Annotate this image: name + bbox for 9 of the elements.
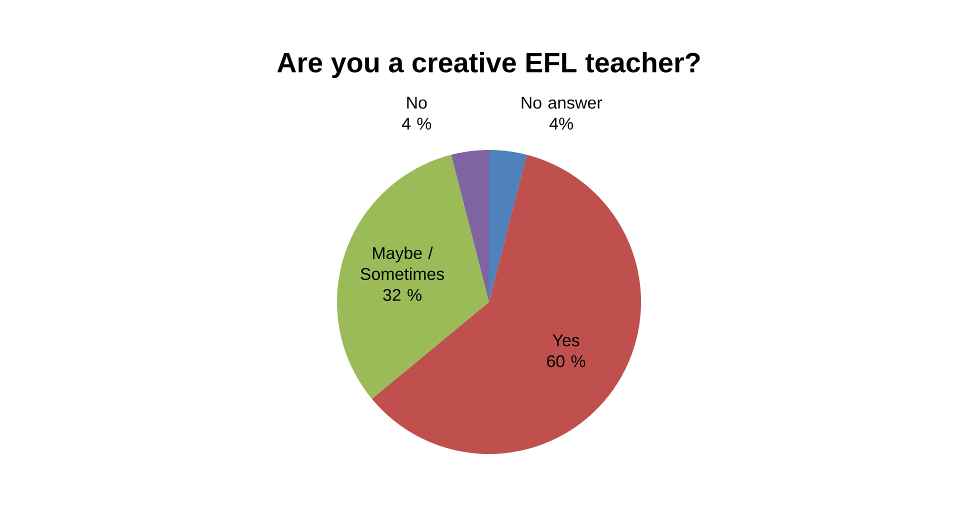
chart-title: Are you a creative EFL teacher?: [277, 52, 700, 78]
slice-label: Maybe / Sometimes: [360, 246, 444, 280]
data-label: 32 %: [383, 288, 422, 301]
data-label: 4%: [550, 118, 573, 130]
slice-label: Yes: [552, 334, 580, 346]
slice-label: No: [407, 96, 427, 109]
slice-label: No answer: [522, 96, 602, 109]
data-label: 4 %: [402, 118, 432, 130]
data-label: 60 %: [547, 355, 586, 368]
